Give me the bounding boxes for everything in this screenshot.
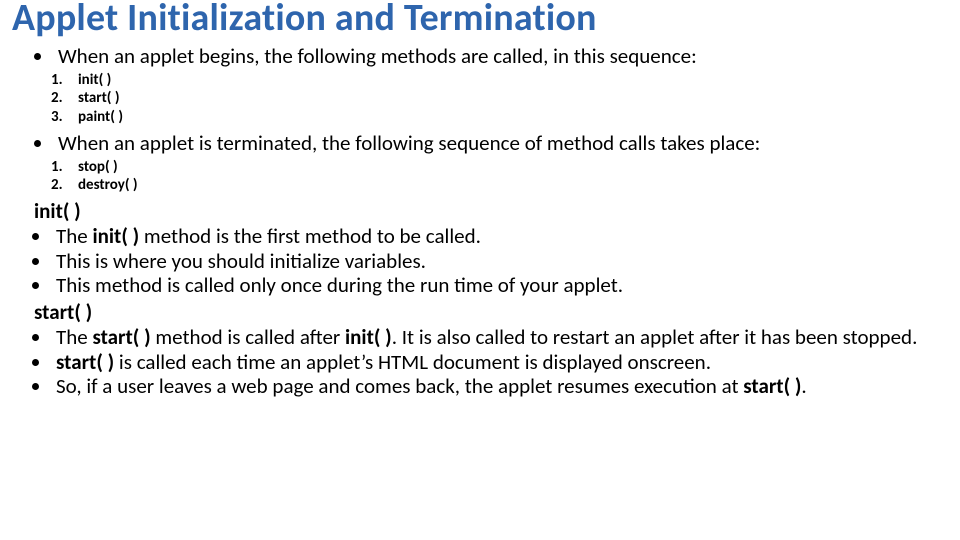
init-line2: This is where you should initialize vari… xyxy=(52,249,940,274)
start-line1: The start( ) method is called after init… xyxy=(52,325,940,350)
init-bullets: The init( ) method is the first method t… xyxy=(52,224,940,298)
seq-init: init( ) xyxy=(66,71,940,90)
seq-paint: paint( ) xyxy=(66,108,940,127)
slide: Applet Initialization and Termination Wh… xyxy=(0,0,960,538)
begin-intro: When an applet begins, the following met… xyxy=(54,44,940,69)
seq-start: start( ) xyxy=(66,89,940,108)
seq-stop: stop( ) xyxy=(66,158,940,177)
init-line1: The init( ) method is the first method t… xyxy=(52,224,940,249)
page-title: Applet Initialization and Termination xyxy=(12,0,940,40)
applet-begin-list: When an applet begins, the following met… xyxy=(54,44,940,69)
applet-terminate-list: When an applet is terminated, the follow… xyxy=(54,131,940,156)
init-heading: init( ) xyxy=(34,199,940,224)
start-line3: So, if a user leaves a web page and come… xyxy=(52,374,940,399)
slide-body: When an applet begins, the following met… xyxy=(12,44,940,399)
terminate-intro: When an applet is terminated, the follow… xyxy=(54,131,940,156)
start-bullets: The start( ) method is called after init… xyxy=(52,325,940,399)
seq-destroy: destroy( ) xyxy=(66,176,940,195)
start-heading: start( ) xyxy=(34,300,940,325)
terminate-sequence: stop( ) destroy( ) xyxy=(66,158,940,196)
init-line3: This method is called only once during t… xyxy=(52,273,940,298)
begin-sequence: init( ) start( ) paint( ) xyxy=(66,71,940,127)
start-line2: start( ) is called each time an applet’s… xyxy=(52,350,940,375)
